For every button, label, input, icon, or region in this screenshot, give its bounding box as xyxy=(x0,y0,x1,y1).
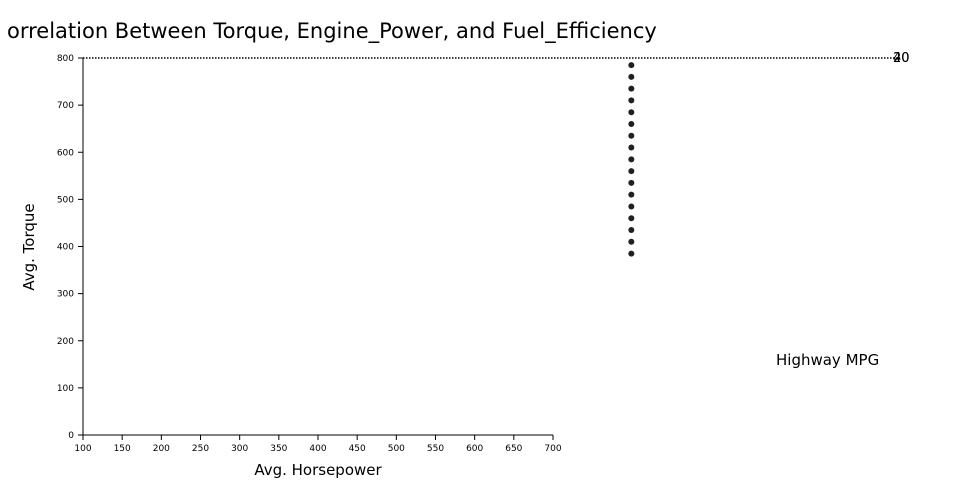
data-point xyxy=(628,215,635,222)
y-tick-label: 300 xyxy=(57,290,74,300)
data-point xyxy=(628,227,635,234)
data-point xyxy=(628,144,635,151)
x-tick-label: 450 xyxy=(349,444,366,454)
data-point xyxy=(628,132,635,139)
x-tick-label: 300 xyxy=(231,444,248,454)
data-point xyxy=(628,62,635,69)
y-tick-label: 600 xyxy=(57,148,74,158)
x-tick-label: 600 xyxy=(466,444,483,454)
y-axis-label: Avg. Torque xyxy=(20,203,38,290)
x-tick-label: 400 xyxy=(309,444,326,454)
points-layer xyxy=(628,62,635,257)
x-tick-label: 550 xyxy=(427,444,444,454)
x-tick-label: 500 xyxy=(388,444,405,454)
data-point xyxy=(628,250,635,257)
x-tick-label: 200 xyxy=(153,444,170,454)
y-axis: 0 100 200 300 400 500 600 700 800 xyxy=(57,54,84,441)
x-tick-label: 250 xyxy=(192,444,209,454)
data-point xyxy=(628,168,635,175)
data-point xyxy=(628,85,635,92)
legend-tick-label: 20 xyxy=(893,51,910,66)
y-tick-label: 400 xyxy=(57,243,74,253)
data-point xyxy=(628,73,635,80)
x-axis-label: Avg. Horsepower xyxy=(254,461,382,479)
x-tick-label: 150 xyxy=(114,444,131,454)
x-tick-label: 650 xyxy=(505,444,522,454)
chart-title: orrelation Between Torque, Engine_Power,… xyxy=(7,19,657,44)
data-point xyxy=(628,191,635,198)
data-point xyxy=(628,109,635,116)
y-tick-label: 700 xyxy=(57,101,74,111)
data-point xyxy=(628,120,635,127)
y-tick-label: 0 xyxy=(68,431,74,441)
data-point xyxy=(628,97,635,104)
data-point xyxy=(628,156,635,163)
y-tick-label: 100 xyxy=(57,384,74,394)
x-tick-label: 700 xyxy=(544,444,561,454)
data-point xyxy=(628,203,635,210)
y-tick-label: 500 xyxy=(57,195,74,205)
x-axis: 100 150 200 250 300 350 400 450 500 550 600 650 700 xyxy=(74,434,562,454)
x-tick-label: 350 xyxy=(270,444,287,454)
legend: 20 40 Highway MPG xyxy=(83,51,910,369)
y-tick-label: 200 xyxy=(57,337,74,347)
y-tick-label: 800 xyxy=(57,54,74,64)
legend-tick-label: 40 xyxy=(893,51,910,66)
x-tick-label: 100 xyxy=(74,444,91,454)
legend-title: Highway MPG xyxy=(776,351,879,369)
data-point xyxy=(628,179,635,186)
data-point xyxy=(628,238,635,245)
